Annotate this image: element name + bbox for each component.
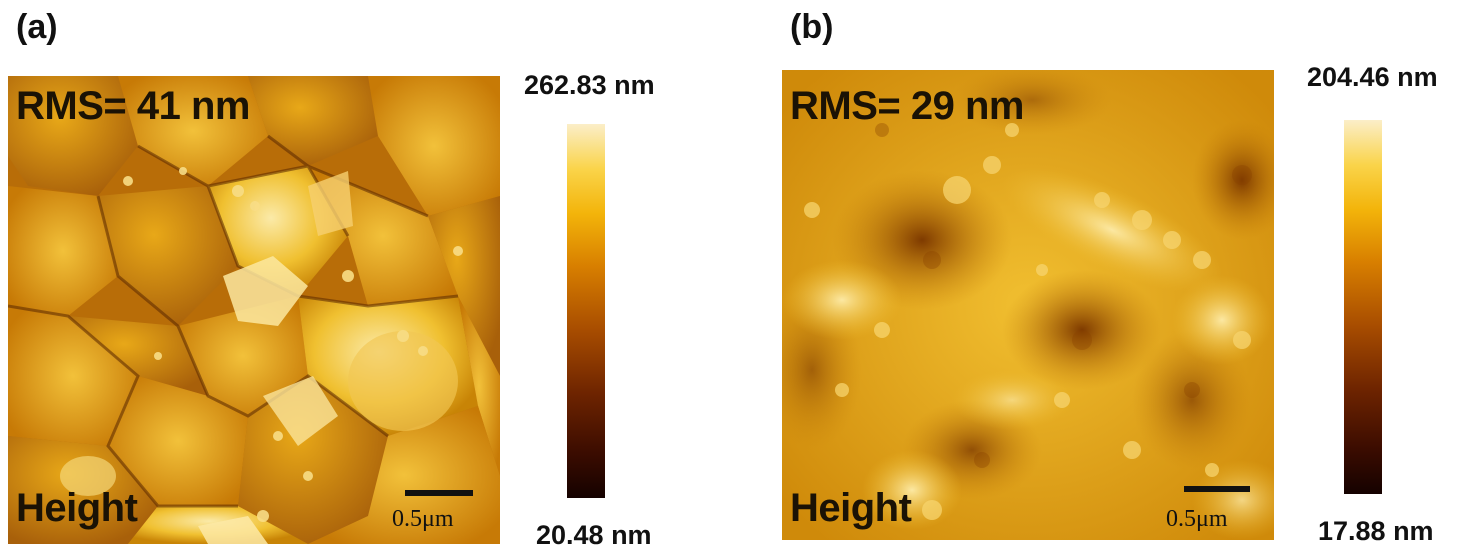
afm-height-image-a [8, 76, 500, 544]
colorbar-max-label-b: 204.46 nm [1307, 62, 1438, 92]
afm-height-image-b [782, 70, 1274, 540]
panel-b-label: (b) [790, 8, 834, 46]
channel-label-a: Height [16, 486, 138, 530]
rms-label-b: RMS= 29 nm [790, 84, 1024, 128]
colorbar-min-label-b: 17.88 nm [1318, 516, 1434, 546]
colorbar-b [1344, 120, 1382, 494]
colorbar-min-label-a: 20.48 nm [536, 520, 652, 550]
scale-bar-label-b: 0.5μm [1166, 506, 1228, 532]
afm-image-b-graphic [782, 70, 1274, 540]
scale-bar-label-a: 0.5μm [392, 506, 454, 532]
scale-bar-a [405, 490, 473, 496]
channel-label-b: Height [790, 486, 912, 530]
colorbar-a [567, 124, 605, 498]
scale-bar-b [1184, 486, 1250, 492]
rms-label-a: RMS= 41 nm [16, 84, 250, 128]
panel-a-label: (a) [16, 8, 58, 46]
colorbar-max-label-a: 262.83 nm [524, 70, 655, 100]
afm-image-a-graphic [8, 76, 500, 544]
